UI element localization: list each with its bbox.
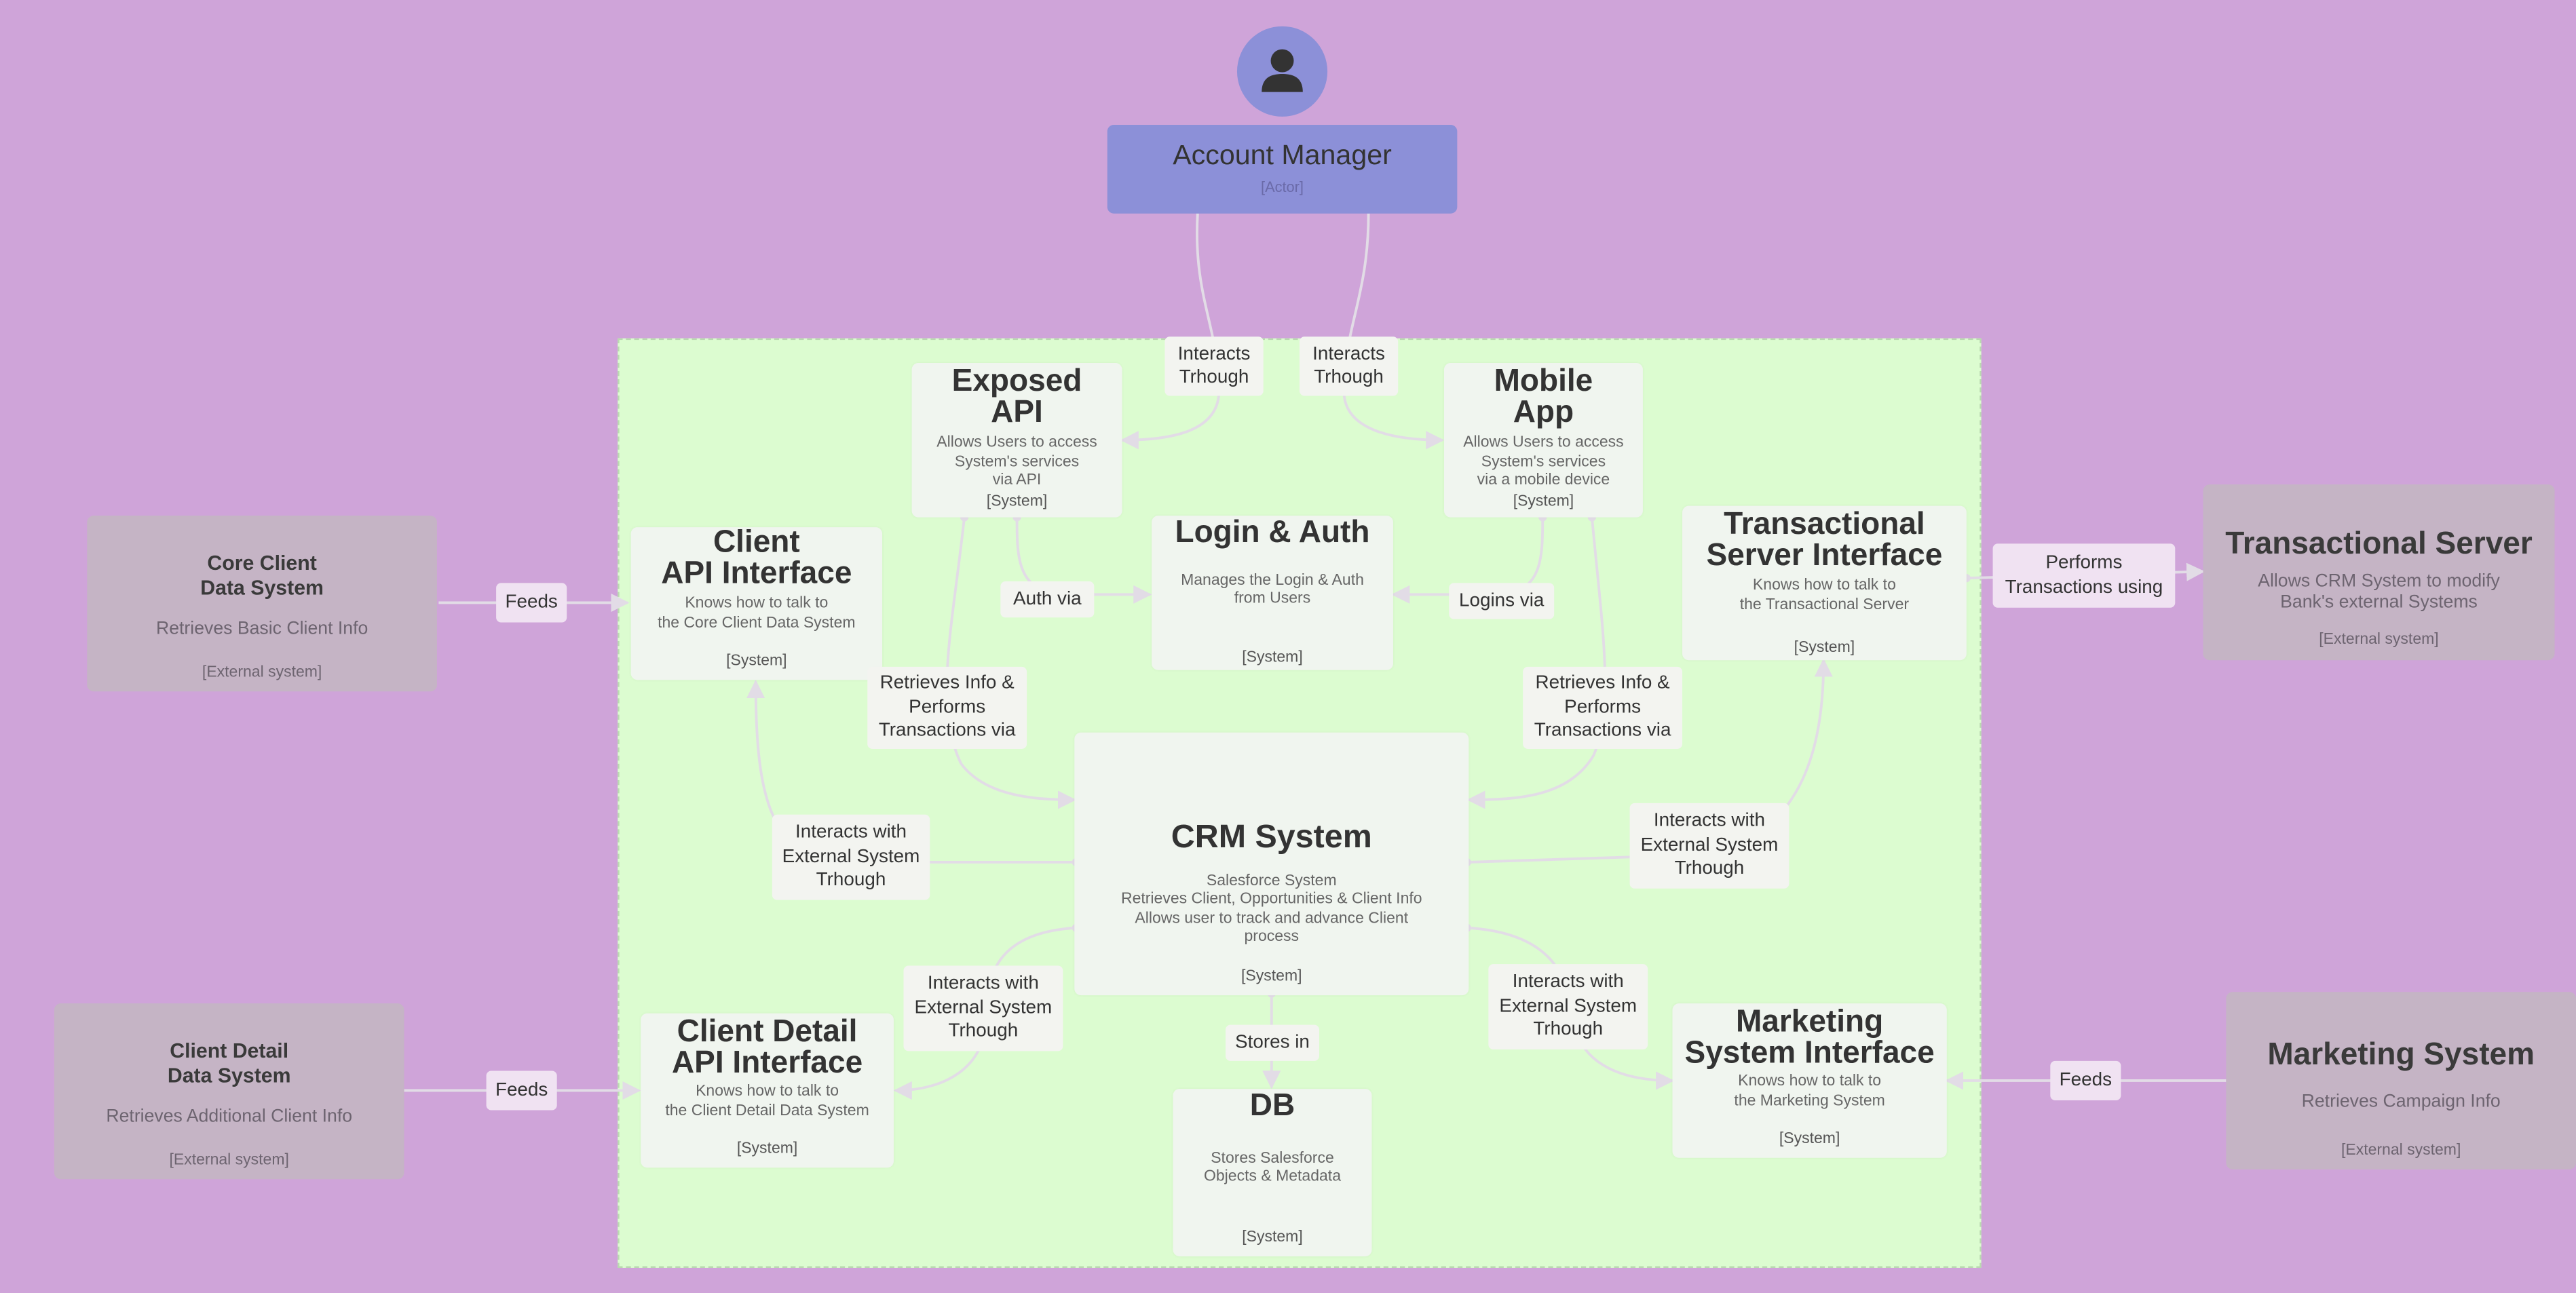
- external-desc: Retrieves Campaign Info: [2301, 1091, 2501, 1112]
- edge-actor-exposed-api: [1120, 213, 1221, 450]
- system-tag: [System]: [986, 493, 1048, 511]
- system-desc: Knows how to talk to the Core Client Dat…: [658, 594, 856, 632]
- relation-label-retrieves-info: Retrieves Info & Performs Transactions v…: [1523, 666, 1683, 749]
- system-db[interactable]: DB Stores Salesforce Objects & Metadata …: [1173, 1089, 1372, 1257]
- system-title: Exposed API: [951, 364, 1082, 430]
- external-title: Transactional Server: [2225, 527, 2533, 562]
- actor-name: Account Manager: [1173, 139, 1392, 171]
- relation-label-feeds: Feeds: [486, 1070, 557, 1111]
- system-title: Transactional Server Interface: [1706, 507, 1943, 573]
- external-title: Core Client Data System: [200, 552, 324, 600]
- system-title: Marketing System Interface: [1684, 1005, 1935, 1070]
- system-crm[interactable]: CRM System Salesforce System Retrieves C…: [1074, 732, 1469, 996]
- system-desc: Knows how to talk to the Marketing Syste…: [1734, 1073, 1885, 1111]
- system-title: Mobile App: [1494, 364, 1593, 430]
- external-client-detail-data-system[interactable]: Client Detail Data System Retrieves Addi…: [54, 1003, 404, 1180]
- external-tag: [External system]: [2341, 1141, 2461, 1160]
- relation-label-interacts-through: Interacts Trhough: [1164, 336, 1264, 396]
- relation-label-feeds: Feeds: [496, 583, 567, 623]
- relation-label-feeds: Feeds: [2050, 1060, 2121, 1101]
- system-tag: [System]: [726, 652, 787, 670]
- external-marketing-system[interactable]: Marketing System Retrieves Campaign Info…: [2226, 992, 2576, 1170]
- relation-label-retrieves-info: Retrieves Info & Performs Transactions v…: [867, 666, 1027, 749]
- external-tag: [External system]: [202, 663, 322, 682]
- external-desc: Retrieves Additional Client Info: [106, 1106, 353, 1127]
- system-tag: [System]: [1241, 967, 1302, 986]
- person-icon: [1236, 26, 1328, 117]
- relation-label-stores-in: Stores in: [1226, 1024, 1319, 1061]
- system-login-auth[interactable]: Login & Auth Manages the Login & Auth fr…: [1152, 516, 1393, 670]
- actor-tag: [Actor]: [1261, 178, 1304, 195]
- system-transactional-server-interface[interactable]: Transactional Server Interface Knows how…: [1682, 505, 1967, 661]
- system-title: Login & Auth: [1175, 516, 1370, 551]
- relation-label-auth-via: Auth via: [1000, 581, 1095, 618]
- external-title: Marketing System: [2267, 1038, 2535, 1073]
- relation-label-interacts-external: Interacts with External System Trhough: [772, 814, 930, 900]
- system-desc: Allows Users to access System's services…: [936, 433, 1097, 490]
- system-title: Client Detail API Interface: [671, 1015, 863, 1081]
- relation-label-performs-transactions: Performs Transactions using: [1992, 543, 2176, 608]
- edge-actor-mobile-app: [1342, 213, 1445, 450]
- system-tag: [System]: [1242, 1228, 1303, 1247]
- system-desc: Stores Salesforce Objects & Metadata: [1204, 1149, 1342, 1186]
- external-core-client-data-system[interactable]: Core Client Data System Retrieves Basic …: [87, 516, 437, 692]
- system-marketing-interface[interactable]: Marketing System Interface Knows how to …: [1672, 1003, 1947, 1158]
- system-title: DB: [1249, 1089, 1295, 1123]
- system-client-detail-api-interface[interactable]: Client Detail API Interface Knows how to…: [641, 1013, 894, 1168]
- external-transactional-server[interactable]: Transactional Server Allows CRM System t…: [2203, 484, 2555, 661]
- system-tag: [System]: [1242, 649, 1303, 667]
- relation-label-logins-via: Logins via: [1449, 583, 1555, 619]
- external-desc: Retrieves Basic Client Info: [155, 619, 368, 639]
- system-title: Client API Interface: [661, 525, 852, 591]
- edge-exposed-crm: [945, 517, 1076, 809]
- system-mobile-app[interactable]: Mobile App Allows Users to access System…: [1443, 363, 1643, 518]
- relation-label-interacts-through: Interacts Trhough: [1299, 336, 1399, 396]
- system-desc: Salesforce System Retrieves Client, Oppo…: [1120, 871, 1422, 947]
- external-desc: Allows CRM System to modify Bank's exter…: [2258, 571, 2500, 613]
- system-desc: Manages the Login & Auth from Users: [1181, 571, 1364, 609]
- external-tag: [External system]: [169, 1151, 289, 1170]
- external-title: Client Detail Data System: [167, 1039, 291, 1087]
- edge-mobile-crm: [1466, 517, 1607, 809]
- system-tag: [System]: [1779, 1130, 1840, 1149]
- system-desc: Allows Users to access System's services…: [1463, 433, 1624, 490]
- system-desc: Knows how to talk to the Transactional S…: [1739, 577, 1910, 614]
- system-tag: [System]: [736, 1140, 798, 1158]
- system-desc: Knows how to talk to the Client Detail D…: [665, 1082, 869, 1120]
- system-tag: [System]: [1794, 638, 1855, 657]
- system-client-api-interface[interactable]: Client API Interface Knows how to talk t…: [630, 525, 883, 680]
- relation-label-interacts-external: Interacts with External System Trhough: [1488, 964, 1648, 1049]
- system-title: CRM System: [1171, 819, 1372, 856]
- system-exposed-api[interactable]: Exposed API Allows Users to access Syste…: [911, 363, 1122, 518]
- relation-label-interacts-external: Interacts with External System Trhough: [1629, 803, 1789, 889]
- actor-account-manager[interactable]: Account Manager [Actor]: [1107, 124, 1458, 214]
- external-tag: [External system]: [2319, 630, 2439, 649]
- relation-label-interacts-external: Interacts with External System Trhough: [903, 965, 1063, 1051]
- system-tag: [System]: [1513, 493, 1574, 511]
